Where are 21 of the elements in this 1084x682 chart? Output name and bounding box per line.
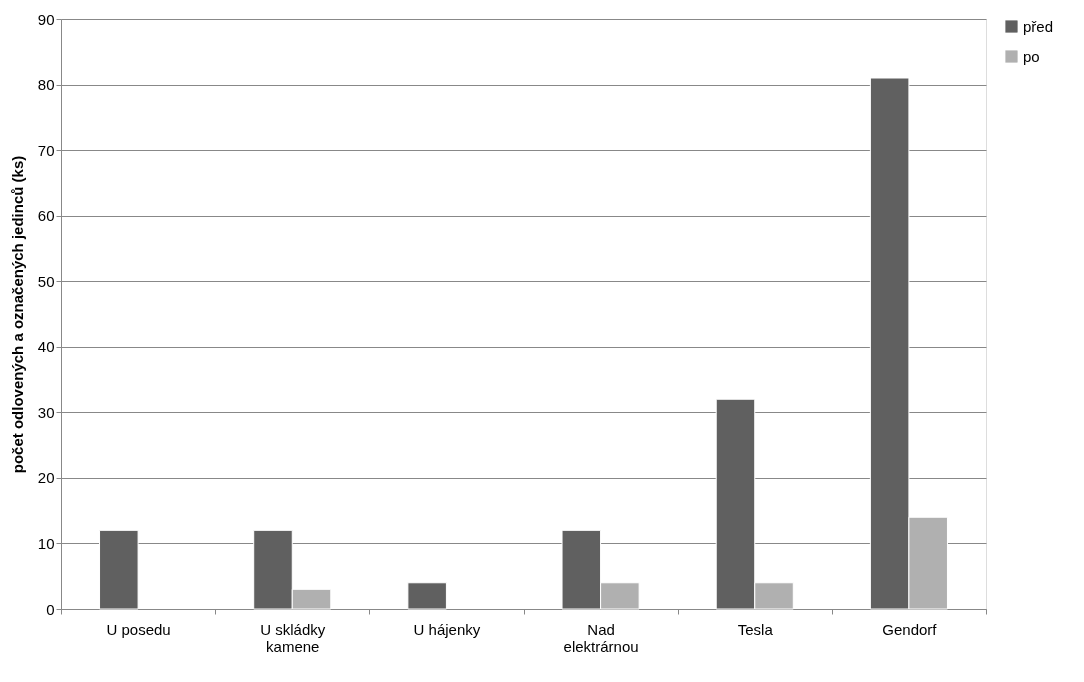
y-tick-label: 70 [37, 141, 55, 159]
x-tick-label: Tesla [737, 620, 774, 638]
x-tick-label: U skládky kamene [260, 620, 326, 655]
bar [407, 582, 447, 610]
y-axis-title: počet odlovených a označených jedinců (ks) [8, 155, 26, 474]
y-tick-label: 20 [37, 469, 55, 487]
x-tick-label: U posedu [106, 620, 171, 638]
y-tick-label: 80 [37, 76, 55, 94]
bar [99, 529, 139, 610]
y-tick-label: 10 [37, 534, 55, 552]
x-tick-label: U hájenky [413, 620, 481, 638]
legend-label: po [1023, 47, 1040, 65]
x-tick-label: Gendorf [882, 620, 938, 638]
legend-label: před [1023, 17, 1054, 35]
y-tick-label: 0 [46, 600, 55, 618]
y-tick-label: 60 [37, 207, 55, 225]
x-tick-label: Nad elektrárnou [563, 620, 639, 655]
y-tick-label: 50 [37, 272, 55, 290]
y-tick-label: 90 [37, 10, 55, 28]
y-tick-label: 40 [37, 338, 55, 356]
y-tick-label: 30 [37, 403, 55, 421]
